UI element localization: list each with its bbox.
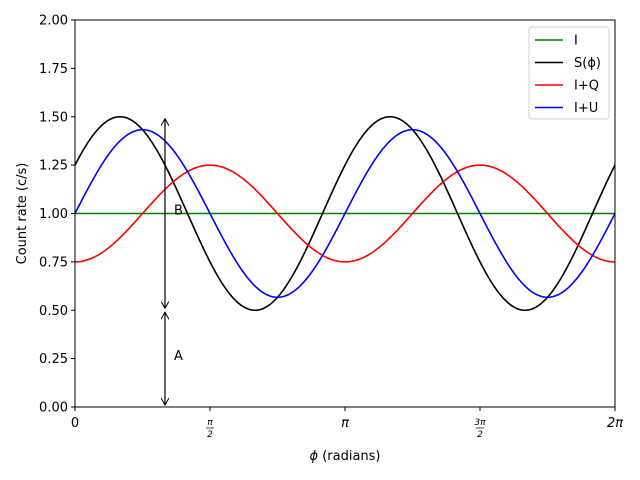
legend-label: I+U [574,101,598,116]
x-tick-numerator: π [207,418,213,428]
y-axis-label: Count rate (c/s) [15,163,30,265]
x-tick-label-fraction: 3π2 [474,418,486,440]
x-axis-label-symbol: ϕ [309,449,318,464]
legend-label: I+Q [574,79,599,94]
series-layer [74,115,616,312]
x-axis-label: ϕ (radians) [309,449,380,464]
y-tick-label: 1.50 [39,110,68,125]
x-tick-denominator: 2 [207,430,213,440]
y-tick-label: 0.50 [39,304,68,319]
y-tick-label: 1.25 [39,159,68,174]
x-tick-numerator: 3π [474,418,486,428]
legend-label: S(ϕ) [574,56,601,71]
x-tick-denominator: 2 [477,430,483,440]
x-tick-label: 2π [607,416,623,431]
y-tick-label: 0.25 [39,352,68,367]
annotation-layer: BA [165,119,183,405]
x-tick-label: 0 [71,416,79,431]
y-tick-label: 2.00 [39,14,68,29]
x-axis-label-text: (radians) [318,449,380,464]
legend-label: I [574,34,578,49]
y-tick-label: 1.00 [39,207,68,222]
annotation-label-B: B [174,204,183,219]
legend: I S(ϕ) I+Q I+U [528,26,610,120]
x-tick-label-fraction: π2 [206,418,214,440]
y-tick-label: 1.75 [39,62,68,77]
y-tick-label: 0.75 [39,255,68,270]
legend-box [528,26,610,120]
y-tick-label: 0.00 [39,401,68,416]
annotation-label-A: A [174,349,183,364]
x-tick-label: π [341,416,349,431]
ticks-layer: 0 π2π 3π22π0.000.250.500.751.001.251.501.7… [39,14,623,441]
